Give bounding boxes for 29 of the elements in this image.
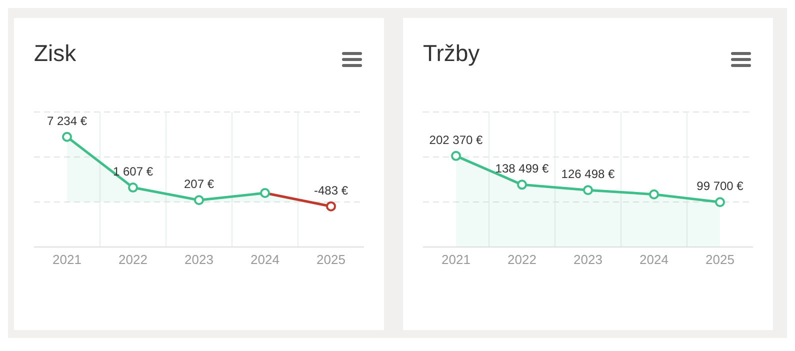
point <box>62 132 72 142</box>
point <box>649 189 659 200</box>
x-tick-label: 2024 <box>640 252 668 268</box>
point <box>260 188 270 198</box>
x-tick-label: 2021 <box>52 252 82 268</box>
data-label: 99 700 € <box>696 179 744 194</box>
point <box>326 201 336 212</box>
x-tick-label: 2024 <box>250 252 280 268</box>
point <box>194 195 204 206</box>
x-tick-label: 2022 <box>118 252 148 268</box>
point <box>517 180 527 190</box>
x-tick-label: 2025 <box>706 252 734 268</box>
data-label: 207 € <box>184 177 214 192</box>
data-label: -483 € <box>314 183 348 198</box>
data-label: 126 498 € <box>561 167 616 182</box>
x-tick-label: 2025 <box>316 252 346 268</box>
x-tick-label: 2023 <box>574 252 602 268</box>
point <box>451 150 461 161</box>
x-tick-label: 2023 <box>184 252 214 268</box>
x-tick-label: 2022 <box>508 252 536 268</box>
x-tick-label: 2021 <box>442 252 470 268</box>
chart-title: Tržby <box>423 40 480 67</box>
point <box>583 185 593 196</box>
data-label: 7 234 € <box>46 114 88 128</box>
point <box>715 197 725 208</box>
chart-title: Zisk <box>34 40 76 67</box>
data-label: 202 370 € <box>429 132 484 147</box>
point <box>128 182 138 193</box>
data-label: 138 499 € <box>495 162 550 176</box>
